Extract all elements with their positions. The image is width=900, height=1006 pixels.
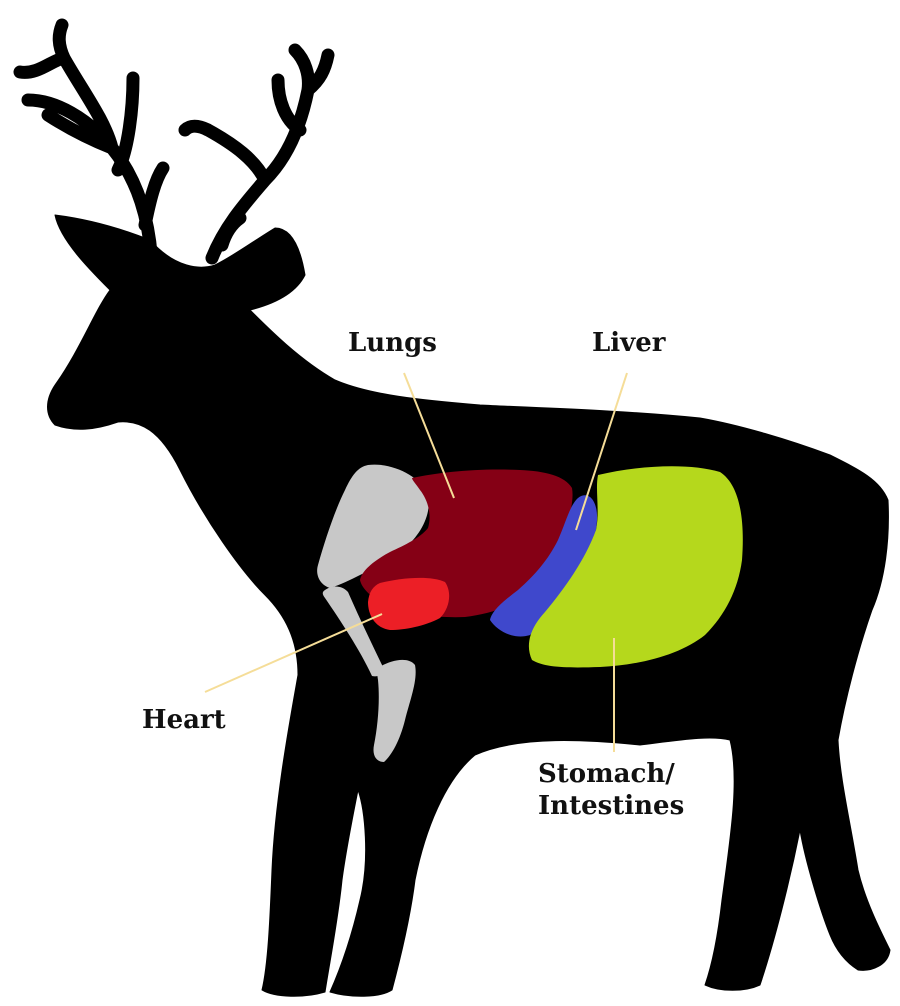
leader-lines xyxy=(204,372,628,752)
stomach-intestines-label: Stomach/ Intestines xyxy=(538,758,684,822)
heart-organ xyxy=(368,577,450,630)
scapula xyxy=(317,464,429,588)
right-antler xyxy=(178,43,335,265)
radius xyxy=(373,659,416,762)
stomach-label-line-2: Intestines xyxy=(538,791,685,821)
humerus xyxy=(322,586,384,677)
lungs-label: Lungs xyxy=(348,328,437,358)
heart-leader-line xyxy=(204,613,383,693)
left-antler xyxy=(13,18,170,275)
liver-leader-line xyxy=(575,372,628,531)
liver-label: Liver xyxy=(592,328,666,358)
stomach-organ xyxy=(528,466,743,668)
shoulder-bones xyxy=(317,464,429,762)
heart-label: Heart xyxy=(142,705,226,735)
lungs-leader-line xyxy=(403,372,455,499)
liver-organ xyxy=(490,495,598,637)
stomach-label-line-1: Stomach/ xyxy=(538,759,675,789)
